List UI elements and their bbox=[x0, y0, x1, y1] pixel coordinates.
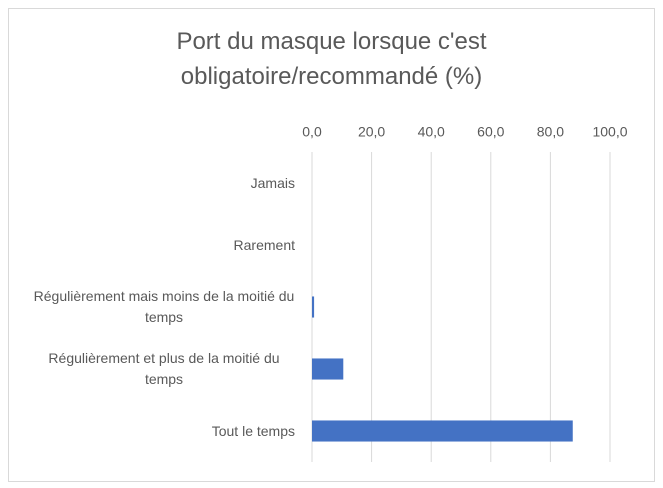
category-label-box: Rarement bbox=[5, 214, 295, 276]
y-tick-label: Rarement bbox=[233, 236, 295, 253]
bar bbox=[312, 358, 344, 380]
bar bbox=[312, 296, 315, 318]
y-tick-label: Régulièrement et plus de la moitié du te… bbox=[48, 350, 280, 387]
y-tick-label: Jamais bbox=[250, 174, 295, 191]
chart-border bbox=[8, 8, 655, 482]
category-label-box: Régulièrement mais moins de la moitié du… bbox=[5, 276, 295, 338]
chart-title: Port du masque lorsque c'est obligatoire… bbox=[176, 28, 487, 90]
x-tick-label: 100,0 bbox=[592, 124, 627, 140]
x-tick-label: 60,0 bbox=[477, 124, 504, 140]
x-tick-label: 0,0 bbox=[302, 124, 322, 140]
category-label-box: Jamais bbox=[5, 152, 295, 214]
y-tick-label: Régulièrement mais moins de la moitié du… bbox=[33, 288, 295, 325]
y-tick-label: Tout le temps bbox=[211, 422, 295, 439]
category-label-box: Régulièrement et plus de la moitié du te… bbox=[5, 338, 295, 400]
x-tick-label: 20,0 bbox=[358, 124, 385, 140]
bar bbox=[312, 420, 573, 442]
x-tick-label: 40,0 bbox=[418, 124, 445, 140]
x-tick-label: 80,0 bbox=[537, 124, 564, 140]
category-label-box: Tout le temps bbox=[5, 400, 295, 462]
